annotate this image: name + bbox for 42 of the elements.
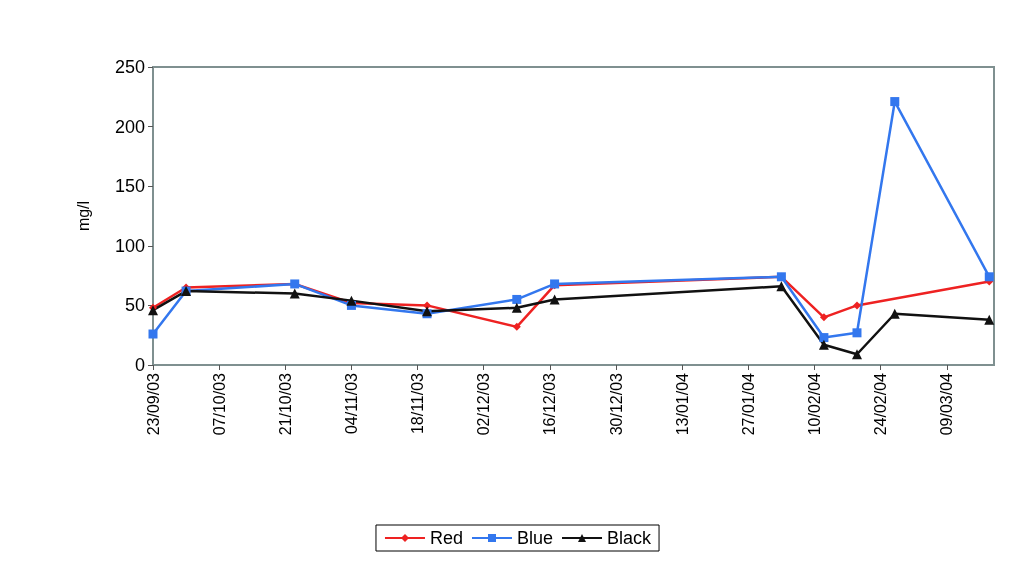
point bbox=[852, 328, 862, 338]
y-tick-label: 200 bbox=[114, 116, 145, 137]
x-tick-label: 24/02/04 bbox=[872, 372, 890, 436]
point bbox=[818, 339, 829, 350]
point bbox=[512, 322, 521, 331]
y-tick-label: 100 bbox=[114, 235, 145, 256]
point bbox=[819, 313, 828, 322]
point bbox=[852, 301, 861, 310]
x-tick-label: 27/01/04 bbox=[739, 372, 757, 436]
point bbox=[819, 333, 829, 343]
point bbox=[851, 349, 862, 360]
x-tick-label: 30/12/03 bbox=[607, 372, 625, 436]
x-tick-label: 13/01/04 bbox=[673, 372, 691, 436]
x-tick-label: 21/10/03 bbox=[276, 372, 294, 436]
x-tick-label: 02/12/03 bbox=[475, 372, 493, 436]
point bbox=[511, 302, 522, 313]
point bbox=[984, 314, 995, 325]
point bbox=[148, 329, 158, 339]
point bbox=[289, 288, 300, 299]
x-tick-label: 04/11/03 bbox=[342, 372, 360, 435]
y-axis-title: mg/l bbox=[74, 200, 92, 232]
x-tick-label: 07/10/03 bbox=[210, 372, 228, 436]
point bbox=[549, 294, 560, 305]
point bbox=[776, 281, 787, 292]
point bbox=[984, 272, 994, 282]
x-tick-label: 18/11/03 bbox=[409, 372, 427, 435]
point bbox=[889, 308, 900, 319]
point bbox=[512, 294, 522, 304]
x-tick-label: 16/12/03 bbox=[541, 372, 559, 436]
y-tick-label: 50 bbox=[124, 295, 145, 316]
y-tick-label: 250 bbox=[114, 57, 145, 77]
legend-label: Blue bbox=[516, 528, 554, 548]
point bbox=[890, 97, 900, 107]
point bbox=[346, 295, 357, 306]
x-tick-label: 09/03/04 bbox=[938, 372, 956, 436]
point bbox=[148, 305, 158, 316]
legend-label: Black bbox=[607, 528, 653, 548]
y-tick-label: 0 bbox=[134, 355, 145, 375]
legend-label: Red bbox=[429, 528, 463, 548]
x-tick-label: 23/09/03 bbox=[144, 372, 162, 436]
x-tick-label: 10/02/04 bbox=[805, 372, 823, 436]
y-tick-label: 150 bbox=[114, 176, 145, 197]
